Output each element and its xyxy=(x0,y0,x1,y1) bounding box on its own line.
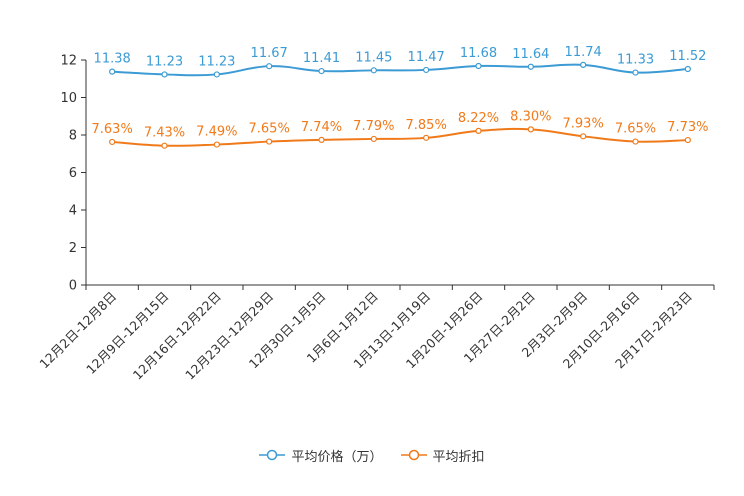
data-point[interactable] xyxy=(475,62,482,70)
data-label: 11.52 xyxy=(669,49,706,64)
data-label: 7.49% xyxy=(196,125,237,140)
data-label: 8.22% xyxy=(458,111,499,126)
x-tick-label: 12月16日-12月22日 xyxy=(130,289,224,383)
series-line xyxy=(112,127,688,147)
data-point[interactable] xyxy=(370,135,377,143)
data-point[interactable] xyxy=(684,65,691,73)
data-point[interactable] xyxy=(318,136,325,143)
data-point[interactable] xyxy=(213,71,220,78)
data-point[interactable] xyxy=(423,134,430,141)
data-label: 7.65% xyxy=(249,122,290,137)
data-label: 11.23 xyxy=(146,54,183,69)
data-point[interactable] xyxy=(580,133,587,140)
data-label: 7.93% xyxy=(563,116,604,131)
data-point[interactable] xyxy=(266,138,273,145)
data-label: 11.68 xyxy=(460,46,497,61)
data-point[interactable] xyxy=(632,138,639,145)
data-label: 11.23 xyxy=(198,54,235,69)
legend-label-discount: 平均折扣 xyxy=(432,449,485,465)
legend: 平均价格（万） 平均折扣 xyxy=(0,444,744,466)
y-tick-label: 0 xyxy=(69,279,77,294)
legend-label-price: 平均价格（万） xyxy=(291,449,383,465)
data-label: 7.63% xyxy=(92,122,133,137)
y-tick-label: 8 xyxy=(69,129,77,144)
data-point[interactable] xyxy=(632,69,639,76)
data-label: 11.67 xyxy=(251,46,288,61)
legend-price-line-icon xyxy=(259,449,286,461)
y-tick-label: 6 xyxy=(69,166,77,181)
data-point[interactable] xyxy=(370,67,377,74)
data-label: 11.64 xyxy=(512,47,549,62)
y-axis-ticks: 0 2 4 6 8 10 12 xyxy=(60,54,86,294)
data-point[interactable] xyxy=(580,61,587,68)
data-point[interactable] xyxy=(109,138,116,146)
data-point[interactable] xyxy=(475,127,482,134)
data-point[interactable] xyxy=(527,126,534,133)
y-tick-label: 12 xyxy=(60,54,77,69)
line-chart: 0 2 4 6 8 10 12 12月2日-12月8日12月9日-12月15日12月16日-… xyxy=(36,45,715,383)
legend-item-price[interactable]: 平均价格（万） xyxy=(259,446,383,465)
data-label: 7.85% xyxy=(406,118,447,133)
series-layer: 11.38 11.23 11.23 11.67 11.41 11.45 11.47 11.68… xyxy=(92,45,708,149)
data-label: 7.43% xyxy=(144,126,185,141)
data-point[interactable] xyxy=(161,142,168,149)
x-axis-ticks: 12月2日-12月8日12月9日-12月15日12月16日-12月22日12月2… xyxy=(36,285,715,383)
data-label: 7.65% xyxy=(615,122,656,137)
y-tick-label: 4 xyxy=(69,204,77,219)
y-tick-label: 2 xyxy=(69,241,77,256)
data-label: 8.30% xyxy=(510,109,551,124)
data-label: 11.47 xyxy=(408,50,445,65)
x-tick-label: 12月23日-12月29日 xyxy=(182,289,276,383)
data-label: 7.74% xyxy=(301,120,342,135)
data-point[interactable] xyxy=(266,63,273,70)
data-label: 11.45 xyxy=(355,50,392,65)
data-point[interactable] xyxy=(423,66,430,74)
legend-item-discount[interactable]: 平均折扣 xyxy=(400,446,485,465)
y-tick-label: 10 xyxy=(60,91,77,106)
data-label: 11.38 xyxy=(94,52,131,67)
data-point[interactable] xyxy=(161,71,168,78)
series-0: 11.38 11.23 11.23 11.67 11.41 11.45 11.47 11.68… xyxy=(94,45,706,78)
data-point[interactable] xyxy=(213,141,220,148)
data-point[interactable] xyxy=(684,136,691,144)
data-label: 11.74 xyxy=(565,45,602,60)
data-label: 7.79% xyxy=(353,119,394,134)
data-label: 11.33 xyxy=(617,53,654,68)
data-point[interactable] xyxy=(318,67,325,75)
data-label: 11.41 xyxy=(303,51,340,66)
series-1: 7.63% 7.43% 7.49% 7.65% 7.74% 7.79% 7.85% 8.22%… xyxy=(92,109,708,149)
data-label: 7.73% xyxy=(667,120,708,135)
data-point[interactable] xyxy=(527,63,534,70)
legend-discount-line-icon xyxy=(400,449,427,461)
data-point[interactable] xyxy=(109,68,116,75)
series-line xyxy=(112,63,688,77)
